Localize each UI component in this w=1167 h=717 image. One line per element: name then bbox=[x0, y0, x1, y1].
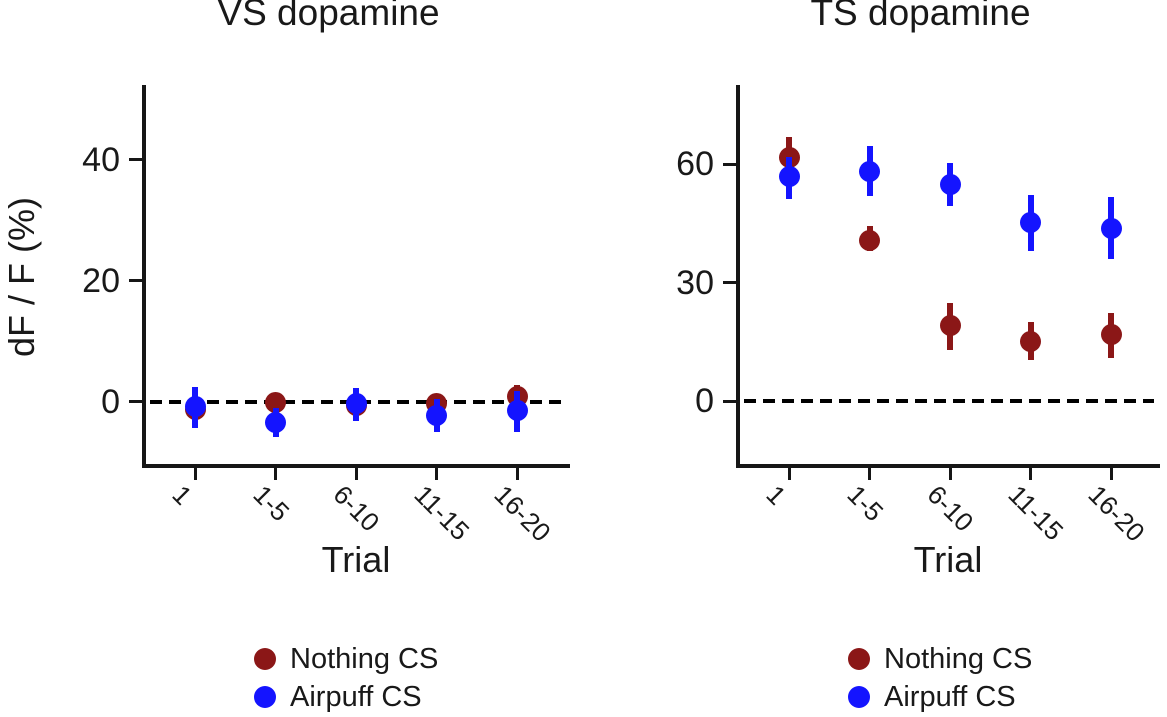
y-axis-tick bbox=[129, 158, 142, 162]
x-tick-label: 6-10 bbox=[327, 479, 386, 538]
x-tick-label: 1-5 bbox=[247, 479, 295, 528]
x-axis-tick bbox=[193, 468, 197, 480]
x-tick-label: 1-5 bbox=[841, 479, 889, 528]
x-axis-tick bbox=[948, 468, 952, 480]
panel-title: VS dopamine bbox=[217, 0, 440, 33]
legend-label: Airpuff CS bbox=[884, 681, 1016, 713]
data-point-nothing-cs bbox=[265, 392, 287, 414]
x-axis-tick bbox=[515, 468, 519, 480]
x-tick-label: 11-15 bbox=[1002, 479, 1070, 547]
x-tick-label: 6-10 bbox=[921, 479, 980, 538]
x-axis-tick bbox=[274, 468, 278, 480]
legend-label: Airpuff CS bbox=[290, 681, 422, 713]
x-tick-label: 1 bbox=[166, 479, 198, 511]
x-axis-title: Trial bbox=[321, 539, 391, 580]
y-axis-label-text: dF / F (%) bbox=[1, 196, 42, 357]
x-axis-tick bbox=[1029, 468, 1033, 480]
data-point-airpuff-cs bbox=[778, 166, 800, 188]
data-point-airpuff-cs bbox=[345, 393, 367, 415]
y-tick-label: 40 bbox=[82, 140, 120, 179]
data-point-airpuff-cs bbox=[939, 174, 961, 196]
x-tick-label: 16-20 bbox=[1082, 479, 1152, 548]
legend-marker-nothing-cs bbox=[848, 648, 870, 670]
x-tick-label: 1 bbox=[760, 479, 792, 511]
y-axis-tick bbox=[723, 281, 736, 285]
y-tick-label: 0 bbox=[101, 382, 120, 421]
legend-item: Airpuff CS bbox=[848, 678, 1032, 716]
x-tick-label: 11-15 bbox=[408, 479, 476, 547]
data-point-airpuff-cs bbox=[1020, 212, 1042, 234]
plot-area-vs: 0 20 40 1 1-5 6-10 11-15 16-20 bbox=[82, 85, 570, 548]
y-tick-label: 0 bbox=[695, 382, 714, 421]
legend-label: Nothing CS bbox=[884, 643, 1033, 675]
x-axis-tick bbox=[1109, 468, 1113, 480]
panel-vs-dopamine: VS dopamine 0 20 40 1 1-5 6-10 11-15 16-20 Tria… bbox=[82, 0, 570, 717]
data-point-nothing-cs bbox=[939, 315, 961, 337]
legend: Nothing CS Airpuff CS bbox=[848, 640, 1032, 716]
data-point-airpuff-cs bbox=[859, 160, 881, 182]
y-axis-tick bbox=[129, 400, 142, 404]
panel-title: TS dopamine bbox=[810, 0, 1031, 33]
y-axis-tick bbox=[723, 399, 736, 403]
y-tick-label: 30 bbox=[676, 263, 714, 302]
x-axis-tick bbox=[868, 468, 872, 480]
y-axis-label: dF / F (%) bbox=[0, 85, 44, 468]
data-point-airpuff-cs bbox=[426, 405, 448, 427]
data-point-airpuff-cs bbox=[1100, 217, 1122, 239]
legend-label: Nothing CS bbox=[290, 643, 439, 675]
legend-marker-nothing-cs bbox=[254, 648, 276, 670]
legend-marker-airpuff-cs bbox=[848, 686, 870, 708]
data-point-nothing-cs bbox=[859, 230, 881, 252]
legend-marker-airpuff-cs bbox=[254, 686, 276, 708]
panel-ts-dopamine: TS dopamine 0 30 60 1 1-5 6-10 11-15 16-20 Tria… bbox=[676, 0, 1160, 717]
x-axis-tick bbox=[787, 468, 791, 480]
data-point-nothing-cs bbox=[1020, 330, 1042, 352]
legend-item: Nothing CS bbox=[254, 640, 438, 678]
y-axis-tick bbox=[723, 162, 736, 166]
y-tick-label: 60 bbox=[676, 145, 714, 184]
x-axis-tick bbox=[354, 468, 358, 480]
legend: Nothing CS Airpuff CS bbox=[254, 640, 438, 716]
zero-dashed-line bbox=[744, 399, 1154, 404]
data-point-nothing-cs bbox=[1100, 323, 1122, 345]
plot-area-ts: 0 30 60 1 1-5 6-10 11-15 16-20 bbox=[676, 85, 1160, 548]
data-point-airpuff-cs bbox=[265, 411, 287, 433]
x-axis-title: Trial bbox=[913, 539, 983, 580]
x-axis-tick bbox=[435, 468, 439, 480]
data-point-airpuff-cs bbox=[184, 396, 206, 418]
legend-item: Nothing CS bbox=[848, 640, 1032, 678]
legend-item: Airpuff CS bbox=[254, 678, 438, 716]
y-axis-tick bbox=[129, 279, 142, 283]
y-tick-label: 20 bbox=[82, 261, 120, 300]
data-point-airpuff-cs bbox=[506, 399, 528, 421]
x-tick-label: 16-20 bbox=[488, 479, 558, 548]
